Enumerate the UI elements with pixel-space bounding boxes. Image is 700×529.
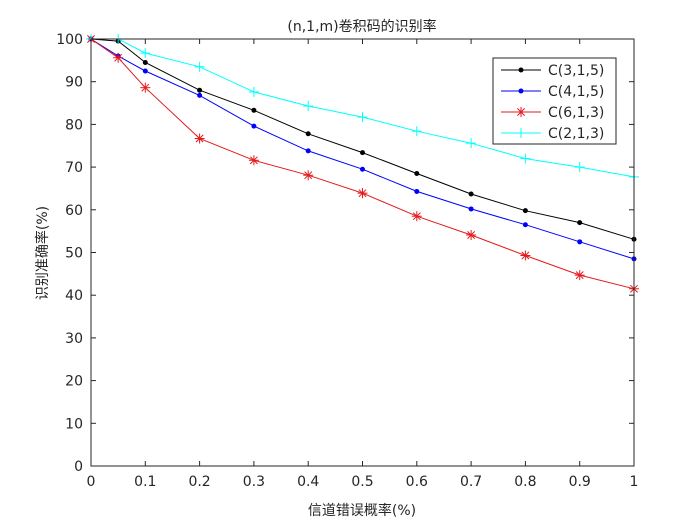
data-point xyxy=(414,188,420,194)
data-point xyxy=(303,101,314,112)
data-point xyxy=(468,191,474,197)
legend-marker xyxy=(518,67,524,73)
y-axis-label: 识别准确率(%) xyxy=(34,206,51,300)
x-tick-label: 0.6 xyxy=(406,474,428,490)
data-point xyxy=(248,155,259,166)
data-point xyxy=(197,87,203,93)
legend-label: C(2,1,3) xyxy=(548,126,604,142)
data-point xyxy=(360,150,365,156)
legend-box xyxy=(492,57,617,145)
data-point xyxy=(577,239,583,245)
data-point xyxy=(357,112,368,123)
data-point xyxy=(305,131,311,137)
legend-label: C(4,1,5) xyxy=(548,84,604,100)
data-point xyxy=(574,162,585,173)
y-tick-label: 100 xyxy=(56,32,83,48)
series-layer xyxy=(86,34,639,294)
data-point xyxy=(574,270,585,281)
legend-entry: C(3,1,5) xyxy=(501,63,604,79)
data-point xyxy=(520,153,531,164)
x-tick-label: 0.3 xyxy=(243,474,265,490)
y-tick-label: 60 xyxy=(65,203,83,219)
x-tick-label: 0.2 xyxy=(188,474,210,490)
x-tick-label: 0.8 xyxy=(514,474,536,490)
legend-marker xyxy=(516,128,526,138)
data-point xyxy=(140,48,151,59)
data-point xyxy=(411,211,422,222)
data-point xyxy=(140,82,151,93)
data-point xyxy=(251,123,257,129)
data-point xyxy=(357,188,368,199)
y-tick-label: 80 xyxy=(65,117,83,133)
data-point xyxy=(142,59,148,65)
x-tick-label: 0 xyxy=(87,474,96,490)
data-point xyxy=(194,61,205,72)
data-point xyxy=(142,68,148,74)
data-point xyxy=(411,126,422,137)
y-tick-label: 10 xyxy=(65,416,83,432)
legend-entry: C(6,1,3) xyxy=(501,105,604,121)
axes-layer: 0 0.1 0.2 0.3 0.4 0.5 0.6 0.7 0.8 0.9 101020304050… xyxy=(56,32,638,490)
x-tick-label: 0.5 xyxy=(351,474,373,490)
y-tick-label: 40 xyxy=(65,288,83,304)
y-tick-label: 70 xyxy=(65,160,83,176)
legend-entry: C(2,1,3) xyxy=(501,126,604,142)
data-point xyxy=(303,170,314,181)
chart-title: (n,1,m)卷积码的识别率 xyxy=(287,18,436,35)
data-point xyxy=(194,133,205,144)
data-point xyxy=(468,206,474,212)
data-point xyxy=(113,52,124,63)
legend-label: C(3,1,5) xyxy=(548,63,604,79)
y-tick-label: 0 xyxy=(74,459,83,475)
data-point xyxy=(305,148,311,154)
y-tick-label: 50 xyxy=(65,246,83,262)
data-point xyxy=(577,220,583,226)
data-point xyxy=(197,92,203,98)
series-line xyxy=(90,38,635,240)
y-tick-label: 90 xyxy=(65,75,83,91)
x-tick-label: 0.9 xyxy=(569,474,591,490)
series-line xyxy=(91,38,635,178)
x-tick-label: 0.7 xyxy=(460,474,482,490)
data-point xyxy=(466,229,477,240)
series-C(2,1,3) xyxy=(86,34,639,182)
data-point xyxy=(251,107,257,113)
x-tick-label: 0.4 xyxy=(297,474,319,490)
x-tick-label: 0.1 xyxy=(134,474,156,490)
y-tick-label: 20 xyxy=(65,374,83,390)
legend: C(3,1,5) C(4,1,5) C(6,1,3) C(2,1,3) xyxy=(492,57,617,145)
legend-entry: C(4,1,5) xyxy=(501,84,604,100)
legend-marker xyxy=(516,107,526,117)
data-point xyxy=(466,138,477,149)
y-tick-label: 30 xyxy=(65,331,83,347)
data-point xyxy=(522,208,528,214)
data-point xyxy=(522,222,528,228)
data-point xyxy=(520,250,531,261)
legend-label: C(6,1,3) xyxy=(548,105,604,121)
legend-marker xyxy=(518,88,524,94)
series-line xyxy=(90,38,635,260)
data-point xyxy=(414,171,420,177)
data-point xyxy=(360,166,365,172)
x-axis-label: 信道错误概率(%) xyxy=(308,502,416,519)
data-point xyxy=(248,86,259,97)
x-tick-label: 1 xyxy=(630,474,639,490)
series-line xyxy=(90,38,635,290)
